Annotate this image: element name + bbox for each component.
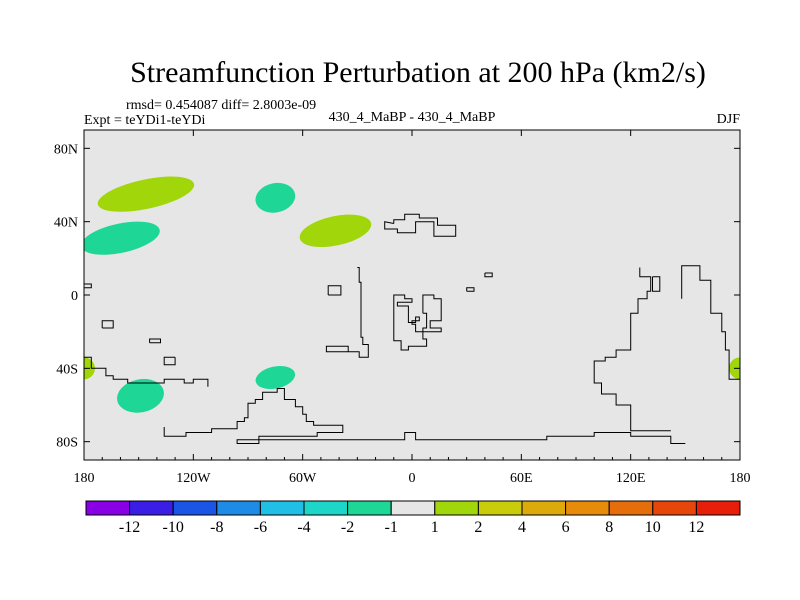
colorbar-label: 2 [474, 519, 482, 536]
colorbar-swatch [216, 500, 261, 516]
x-tick-label: 120W [176, 471, 211, 486]
axis-ticks [83, 130, 741, 460]
coastline-segment [652, 276, 661, 292]
colorbar-label: -4 [297, 519, 310, 536]
coastline-segment [484, 272, 493, 278]
coastline-segment [84, 356, 209, 387]
coastline-segment [593, 267, 671, 432]
coastline-segment [422, 294, 442, 333]
colorbar-label: 10 [645, 519, 661, 536]
colorbar-label: 6 [562, 519, 570, 536]
y-tick-label: 40S [56, 362, 78, 377]
negative-anomaly-ncanada [255, 182, 296, 213]
model-label: 430_4_MaBP - 430_4_MaBP [329, 110, 496, 125]
colorbar: -12 -10 -8 -6 -4 -2 -1 1 2 4 6 8 10 12 [85, 500, 741, 536]
x-tick-label: 0 [409, 471, 416, 486]
coastline-segment [101, 320, 114, 329]
y-tick-labels: 80N 40N 0 40S 80S [54, 142, 78, 450]
negative-anomaly-spacific [117, 378, 164, 413]
x-tick-label: 120E [616, 471, 646, 486]
colorbar-swatch [259, 500, 305, 516]
season-label: DJF [717, 112, 741, 127]
positive-anomaly-dateline-west [84, 357, 95, 380]
x-tick-label: 180 [730, 471, 751, 486]
x-tick-label: 180 [74, 471, 95, 486]
colorbar-swatch [521, 500, 567, 516]
coastline-segment [163, 388, 686, 444]
colorbar-swatch [695, 500, 741, 516]
coastline-layer [84, 213, 740, 444]
chart-title: Streamfunction Perturbation at 200 hPa (… [130, 56, 706, 89]
colorbar-label: 12 [688, 519, 704, 536]
x-tick-labels: 180 120W 60W 0 60E 120E 180 [74, 471, 751, 486]
colorbar-label: -1 [385, 519, 398, 536]
colorbar-label: -10 [163, 519, 184, 536]
coastline-segment [466, 287, 475, 292]
colorbar-label: -2 [341, 519, 354, 536]
colorbar-label: -8 [210, 519, 223, 536]
colorbar-swatch [608, 500, 654, 516]
colorbar-swatch [652, 500, 697, 516]
y-tick-label: 80N [54, 142, 78, 157]
colorbar-label: 1 [431, 519, 439, 536]
y-tick-label: 80S [56, 436, 78, 451]
colorbar-label: 4 [518, 519, 526, 536]
coastline-segment [384, 213, 457, 237]
positive-anomaly-natlantic [299, 214, 372, 248]
coastline-segment [393, 294, 428, 351]
colorbar-swatch [129, 500, 174, 516]
positive-anomaly-npacific [97, 176, 195, 212]
experiment-label: Expt = teYDi1-teYDi [84, 113, 206, 128]
colorbar-swatch [390, 500, 436, 516]
colorbar-swatch [477, 500, 523, 516]
y-tick-label: 40N [54, 216, 78, 231]
colorbar-swatch [347, 500, 392, 516]
coastline-segment [149, 338, 161, 344]
colorbar-label: -6 [254, 519, 267, 536]
rmsd-label: rmsd= 0.454087 diff= 2.8003e-09 [126, 98, 316, 113]
colorbar-swatch [303, 500, 349, 516]
x-tick-label: 60E [510, 471, 533, 486]
colorbar-swatch [565, 500, 610, 516]
x-tick-label: 60W [289, 471, 317, 486]
colorbar-label: -12 [119, 519, 140, 536]
negative-anomaly-satlantic [255, 365, 296, 390]
colorbar-swatch [172, 500, 218, 516]
y-tick-label: 0 [71, 289, 78, 304]
colorbar-swatch [434, 500, 479, 516]
coastline-segment [163, 356, 176, 366]
anomaly-layer [84, 176, 740, 413]
coastline-segment [84, 283, 92, 289]
colorbar-label: 8 [605, 519, 613, 536]
coastline-segment [681, 265, 740, 380]
coastline-segment [327, 285, 342, 296]
colorbar-swatch [85, 500, 131, 516]
coastline-segment [325, 267, 369, 358]
positive-anomaly-cpacific [84, 221, 160, 255]
